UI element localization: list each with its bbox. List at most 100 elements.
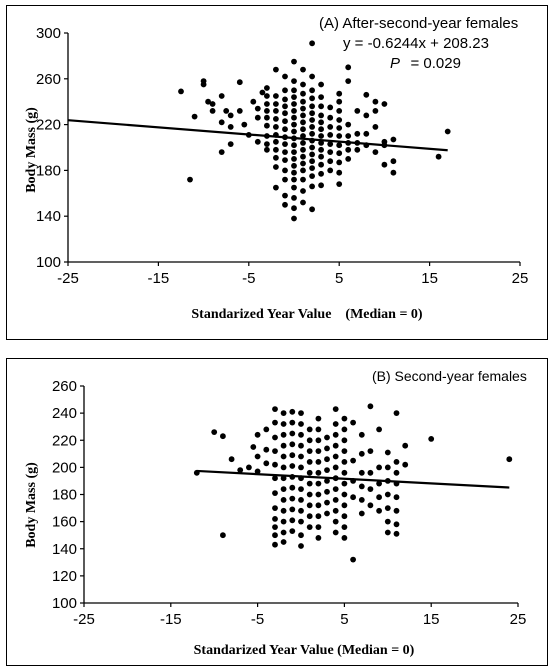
chart-b-data-point bbox=[280, 442, 287, 449]
chart-b-data-point bbox=[341, 480, 348, 487]
chart-a-data-point bbox=[345, 156, 352, 162]
chart-b-data-point bbox=[298, 410, 304, 416]
chart-a-y-tick-label: 220 bbox=[36, 117, 61, 134]
chart-a-data-point bbox=[254, 105, 261, 112]
chart-b-data-point bbox=[289, 528, 296, 534]
chart-b-data-point bbox=[332, 421, 339, 427]
chart-a-data-point bbox=[435, 153, 442, 160]
chart-a-data-point bbox=[345, 64, 352, 71]
chart-a-data-point bbox=[291, 114, 297, 121]
chart-a-data-point bbox=[227, 112, 234, 119]
chart-b-y-tick-label: 100 bbox=[52, 595, 77, 612]
chart-a-p-symbol: P bbox=[390, 55, 400, 72]
chart-a-data-point bbox=[327, 141, 334, 148]
chart-b-data-point bbox=[506, 456, 513, 463]
chart-b-data-point bbox=[384, 491, 391, 498]
chart-b-data-point bbox=[272, 490, 278, 496]
chart-a-data-point bbox=[345, 146, 352, 153]
chart-a-data-point bbox=[282, 201, 288, 208]
chart-a-data-point bbox=[300, 98, 306, 105]
chart-a-data-point bbox=[318, 126, 324, 133]
chart-a-data-point bbox=[336, 150, 343, 157]
chart-b-data-point bbox=[384, 449, 391, 456]
chart-a-data-point bbox=[291, 176, 297, 183]
chart-b-data-point bbox=[332, 486, 339, 492]
chart-b-data-point bbox=[272, 419, 278, 426]
chart-a-data-point bbox=[291, 128, 297, 135]
chart-b-data-point bbox=[280, 539, 287, 545]
chart-a-data-point bbox=[309, 110, 315, 117]
chart-b-data-point bbox=[315, 513, 322, 520]
chart-b-y-tick-label: 240 bbox=[52, 405, 77, 422]
chart-a-data-point bbox=[178, 88, 184, 95]
chart-a-data-point bbox=[372, 124, 379, 130]
chart-a-equation: y = -0.6244x + 208.23 bbox=[343, 35, 489, 52]
chart-a-data-point bbox=[309, 206, 315, 213]
chart-a-data-point bbox=[309, 173, 315, 180]
chart-b-data-point bbox=[298, 532, 304, 539]
chart-a-data-point bbox=[309, 95, 315, 102]
chart-a-data-point bbox=[372, 108, 379, 114]
chart-a-data-point bbox=[264, 85, 270, 91]
chart-b-data-point bbox=[280, 486, 287, 492]
chart-b-data-point bbox=[263, 426, 270, 433]
chart-a-data-point bbox=[354, 108, 361, 114]
chart-b-data-point bbox=[393, 507, 400, 514]
chart-a-data-point bbox=[273, 124, 279, 130]
chart-b-data-point bbox=[272, 524, 278, 530]
chart-a-data-point bbox=[318, 161, 324, 168]
chart-a-x-tick-label: -15 bbox=[148, 270, 170, 287]
chart-a-data-point bbox=[282, 110, 288, 117]
chart-a-data-point bbox=[318, 170, 324, 177]
chart-a-data-point bbox=[327, 132, 334, 138]
chart-b-y-tick-label: 160 bbox=[52, 514, 77, 531]
chart-b-data-point bbox=[324, 488, 330, 495]
chart-b-data-point bbox=[341, 524, 348, 530]
chart-a-data-point bbox=[273, 154, 279, 161]
chart-a-data-point bbox=[336, 108, 343, 114]
chart-b-data-point bbox=[237, 467, 244, 473]
chart-b-data-point bbox=[220, 532, 226, 539]
chart-b-y-tick-label: 260 bbox=[52, 378, 77, 395]
chart-b-data-point bbox=[315, 415, 322, 422]
chart-a-data-point bbox=[390, 158, 397, 165]
chart-a-data-point bbox=[300, 90, 306, 97]
chart-b-data-point bbox=[341, 426, 348, 433]
chart-a-data-point bbox=[372, 149, 379, 156]
chart-a-data-point bbox=[264, 122, 270, 129]
chart-a-data-point bbox=[309, 117, 315, 123]
chart-b-data-point bbox=[341, 469, 348, 476]
chart-b-data-point bbox=[324, 434, 330, 441]
chart-b-data-point bbox=[280, 464, 287, 471]
chart-a-data-point bbox=[318, 119, 324, 126]
chart-b-data-point bbox=[289, 506, 296, 513]
chart-a-data-point bbox=[282, 87, 288, 94]
chart-b-data-point bbox=[367, 403, 374, 410]
chart-b-data-point bbox=[341, 437, 348, 444]
chart-b-data-point bbox=[341, 513, 348, 520]
chart-b-data-point bbox=[272, 448, 278, 454]
chart-a-data-point bbox=[336, 181, 343, 188]
chart-a-y-tick-label: 100 bbox=[36, 254, 61, 271]
chart-b-data-point bbox=[306, 459, 313, 465]
chart-a-data-point bbox=[291, 162, 297, 169]
chart-b-data-point bbox=[376, 494, 382, 501]
chart-a-y-tick-label: 180 bbox=[36, 162, 61, 179]
chart-a-data-point bbox=[327, 158, 334, 165]
chart-a-data-point bbox=[273, 184, 279, 191]
chart-b-data-point bbox=[324, 499, 330, 506]
chart-a-data-point bbox=[291, 87, 297, 94]
chart-a-data-point bbox=[309, 40, 315, 47]
chart-a-y-tick-label: 260 bbox=[36, 71, 61, 88]
chart-b-data-point bbox=[393, 530, 400, 537]
chart-b-data-point bbox=[280, 431, 287, 438]
chart-b-data-point bbox=[289, 452, 296, 459]
chart-a-data-point bbox=[381, 161, 388, 168]
chart-a-data-point bbox=[336, 159, 343, 166]
chart-b-data-point bbox=[367, 502, 374, 509]
chart-a-data-point bbox=[291, 169, 297, 176]
chart-b-y-tick-label: 200 bbox=[52, 459, 77, 476]
chart-a-data-point bbox=[300, 199, 306, 206]
chart-b-data-point bbox=[246, 464, 252, 471]
chart-b-data-point bbox=[315, 448, 322, 454]
